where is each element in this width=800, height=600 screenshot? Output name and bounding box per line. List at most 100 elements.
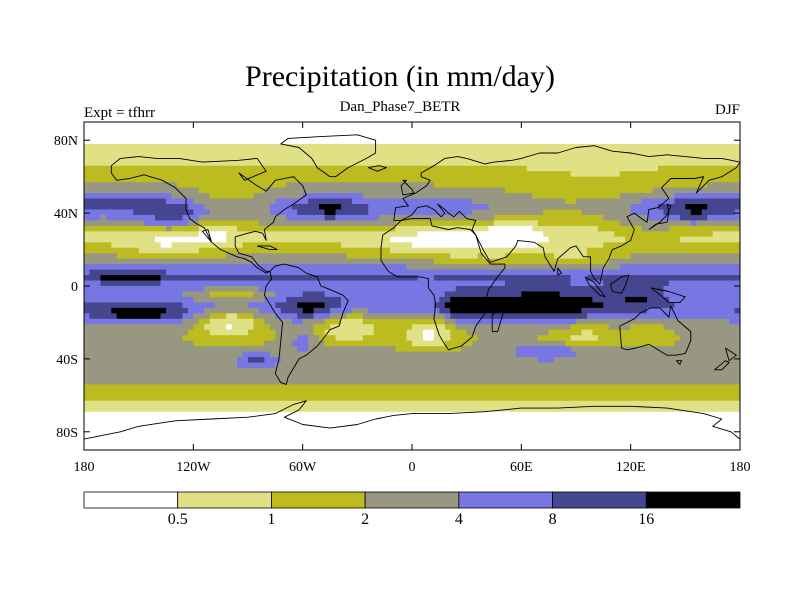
precip-cell [84, 214, 101, 221]
precip-cell [707, 204, 740, 211]
colorbar: 0.5 1 2 4 8 16 [83, 491, 741, 528]
precip-cell [603, 280, 670, 287]
precip-cell [297, 302, 326, 309]
precip-cell [182, 214, 200, 221]
precip-cell [242, 242, 342, 249]
x-tick-label: 120E [616, 460, 646, 475]
precip-cell [204, 286, 260, 293]
precip-cell [84, 154, 740, 161]
precip-cell [144, 220, 189, 227]
precip-cell [209, 313, 227, 320]
precip-cell [373, 329, 408, 336]
precip-cell [597, 335, 681, 342]
precip-cell [324, 340, 413, 347]
precip-cell [712, 231, 740, 238]
coastline-sri-lanka [557, 267, 562, 276]
coastline-africa [380, 218, 506, 351]
y-tick-label: 80S [56, 426, 78, 441]
precip-cell [340, 318, 364, 325]
precip-cell [450, 335, 479, 342]
precip-cell [433, 182, 708, 189]
precip-cell [275, 291, 304, 298]
precip-cell [308, 335, 320, 342]
precip-cell [576, 351, 740, 358]
precip-cell [209, 329, 249, 336]
precip-cell [488, 225, 533, 232]
coastline-new-guinea [650, 287, 686, 303]
x-tick-label: 60W [289, 460, 317, 475]
precip-cell [176, 182, 287, 189]
precip-cell [89, 313, 118, 320]
precip-cell [160, 313, 183, 320]
precip-cell [346, 313, 364, 320]
precip-cell [340, 302, 435, 309]
precip-cell [444, 340, 473, 347]
coastline-cuba [256, 245, 278, 251]
precip-cell [313, 313, 331, 320]
precip-cell [84, 351, 244, 358]
precip-cell [84, 198, 167, 205]
precip-cell [324, 329, 375, 336]
precip-cell [406, 264, 621, 271]
precip-cell [554, 253, 588, 260]
precip-cell [658, 204, 686, 211]
precip-cell [198, 318, 211, 325]
precip-cell [138, 247, 200, 254]
precip-cell [422, 329, 435, 336]
precip-cell [532, 193, 621, 200]
precip-cell [619, 193, 675, 200]
precip-cell [630, 324, 665, 331]
precip-cell [586, 253, 632, 260]
precip-cell [734, 209, 740, 216]
precip-cell [248, 329, 276, 336]
precip-cell [275, 198, 309, 205]
precip-cell [324, 318, 342, 325]
precip-cell [395, 220, 495, 227]
precip-cell [603, 302, 675, 309]
precip-cell [630, 253, 740, 260]
precip-cell [193, 324, 205, 331]
precip-cell [105, 214, 156, 221]
precip-cell [412, 340, 446, 347]
precip-cell [504, 253, 555, 260]
y-tick-label: 0 [71, 280, 78, 295]
precip-cell [537, 357, 555, 364]
precip-cell [111, 242, 162, 249]
colorbar-label: 1 [267, 511, 275, 528]
precip-cell [554, 357, 740, 364]
precip-cell [84, 335, 183, 342]
precip-cell [619, 171, 740, 178]
precip-cell [395, 346, 462, 353]
precip-cell [84, 231, 200, 238]
precip-cell [258, 286, 457, 293]
precip-cell [537, 335, 572, 342]
precip-cell [253, 193, 304, 200]
precip-cell [111, 307, 167, 314]
precip-cell [84, 389, 740, 396]
precip-cell [406, 329, 424, 336]
precip-cell [226, 313, 238, 320]
precip-cell [422, 335, 435, 342]
precip-cell [84, 193, 173, 200]
precip-cell [324, 209, 337, 216]
precip-cell [340, 204, 369, 211]
precip-cell [668, 280, 740, 287]
precip-cell [570, 280, 604, 287]
coastline-australia [619, 305, 692, 356]
precip-cell [455, 286, 665, 293]
precip-cell [237, 362, 276, 369]
precip-cell [597, 225, 643, 232]
precip-cell [204, 204, 271, 211]
precip-cell [641, 198, 675, 205]
precip-cell [187, 329, 211, 336]
precip-cell [209, 291, 255, 298]
colorbar-swatch [271, 491, 366, 509]
precip-cell [280, 357, 539, 364]
precip-cell [84, 242, 112, 249]
precip-cell [658, 165, 740, 172]
precip-cell [193, 340, 265, 347]
precip-cell [84, 428, 740, 435]
precip-cell [84, 411, 740, 418]
colorbar-swatch [552, 491, 647, 509]
coastline-tasmania [675, 360, 683, 365]
